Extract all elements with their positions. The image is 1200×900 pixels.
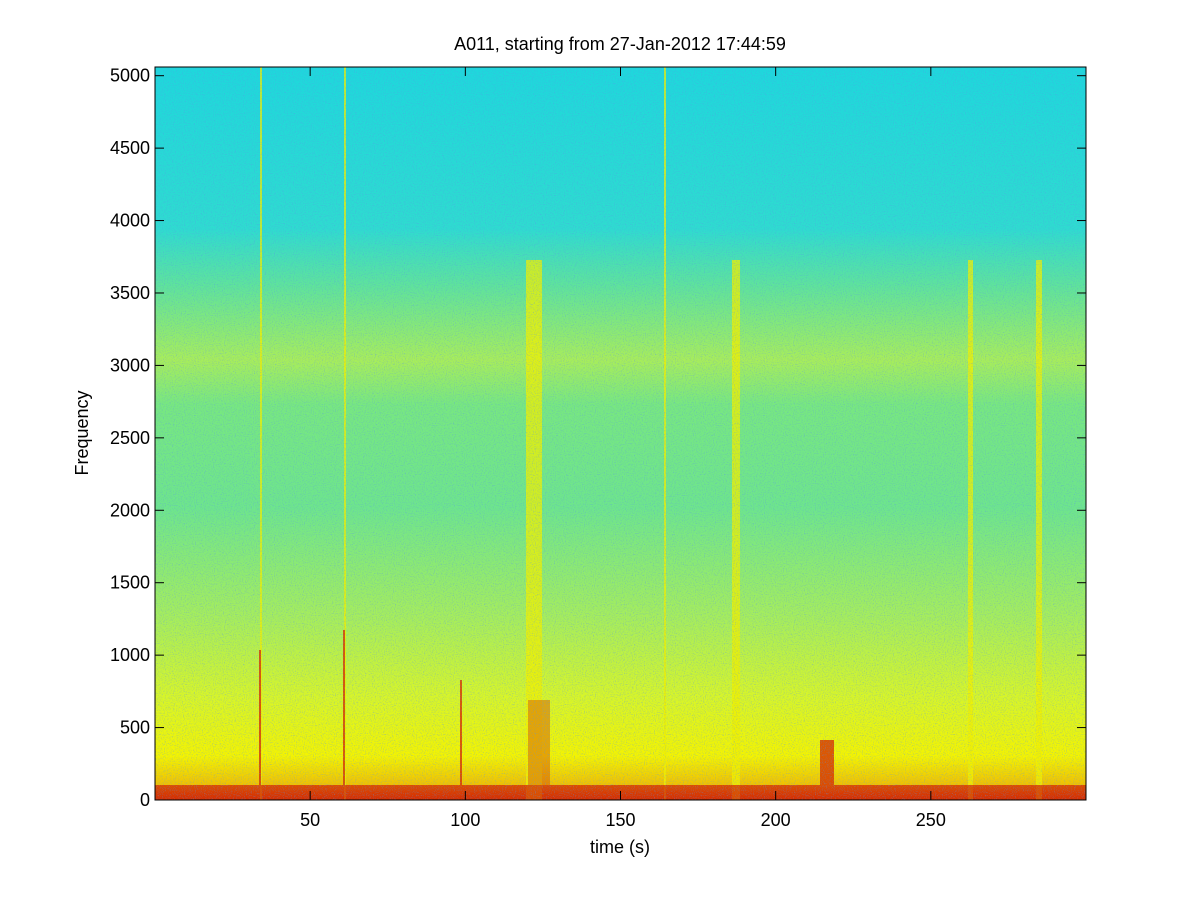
chart-title: A011, starting from 27-Jan-2012 17:44:59 [454,34,786,54]
y-tick-label: 5000 [110,66,150,86]
y-tick-label: 3000 [110,355,150,375]
x-tick-label: 200 [761,810,791,830]
x-tick-label: 100 [450,810,480,830]
x-tick-label: 50 [300,810,320,830]
y-tick-label: 1500 [110,573,150,593]
y-axis-label: Frequency [72,390,92,475]
y-tick-label: 3500 [110,283,150,303]
y-tick-label: 4500 [110,138,150,158]
y-tick-label: 4000 [110,211,150,231]
spectrogram-image [155,67,1086,800]
y-tick-label: 500 [120,718,150,738]
y-tick-label: 1000 [110,645,150,665]
x-tick-label: 250 [916,810,946,830]
x-axis-label: time (s) [590,837,650,857]
y-tick-label: 2500 [110,428,150,448]
y-tick-label: 0 [140,790,150,810]
y-tick-label: 2000 [110,500,150,520]
x-tick-label: 150 [605,810,635,830]
